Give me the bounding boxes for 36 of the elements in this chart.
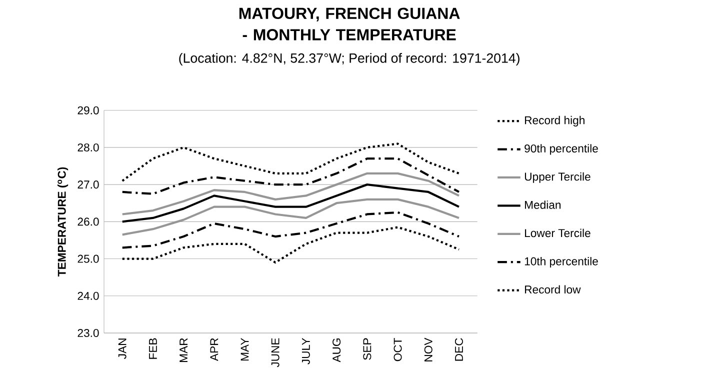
line-series	[121, 158, 460, 195]
x-tick-label: JULY	[302, 338, 310, 364]
line-series	[121, 142, 460, 182]
x-tick-label: DEC	[454, 338, 463, 361]
line-series	[121, 226, 460, 264]
line-series	[121, 172, 460, 216]
line-series	[121, 183, 460, 223]
x-tick-label: NOV	[424, 338, 432, 362]
x-tick-label: JUNE	[271, 338, 280, 368]
x-tick-label: SEP	[363, 338, 372, 360]
y-tick-label: 27.0	[78, 180, 99, 189]
y-tick-label: 28.0	[78, 143, 99, 152]
legend-label: 90th percentile	[524, 144, 598, 155]
x-tick-label: FEB	[149, 338, 157, 359]
legend-label: 10th percentile	[524, 257, 598, 268]
legend-label: Lower Tercile	[525, 228, 590, 238]
y-tick-label: 29.0	[78, 106, 99, 114]
chart-subtitle: (Location: 4.82°N, 52.37°W; Period of record: 1971-2014)	[179, 53, 520, 66]
legend-label: Upper Tercile	[524, 172, 590, 183]
x-tick-label: MAY	[240, 338, 249, 361]
x-tick-label: APR	[210, 338, 218, 361]
legend-label: Record low	[525, 285, 581, 294]
y-tick-label: 24.0	[78, 292, 99, 300]
legend-label: Median	[525, 200, 561, 209]
x-tick-label: MAR	[180, 338, 188, 362]
line-series	[121, 198, 460, 236]
y-tick-label: 23.0	[78, 328, 99, 338]
line-series	[121, 211, 460, 249]
y-tick-label: 25.0	[78, 254, 99, 263]
legend-label: Record high	[525, 116, 584, 126]
chart-title: MATOURY, FRENCH GUIANA - MONTHLY TEMPERATURE	[239, 8, 460, 40]
x-tick-label: OCT	[394, 338, 402, 362]
y-tick-label: 26.0	[78, 218, 99, 226]
x-tick-label: JAN	[118, 338, 126, 359]
x-tick-label: AUG	[332, 338, 341, 362]
y-axis-title: TEMPERATURE ($^{o}$C)	[58, 167, 68, 276]
